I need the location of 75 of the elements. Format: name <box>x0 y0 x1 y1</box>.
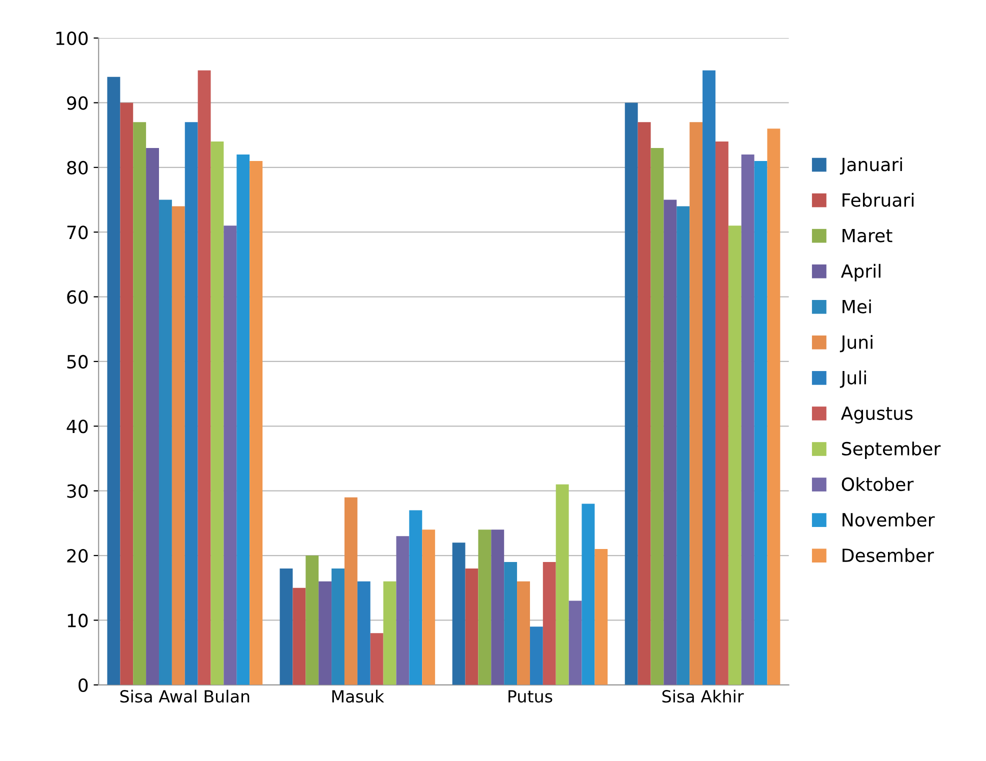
y-tick-label: 60 <box>67 290 88 304</box>
bar <box>107 76 120 685</box>
legend-label: Maret <box>842 228 892 242</box>
bar <box>530 626 543 685</box>
bar <box>556 484 569 685</box>
bar <box>582 504 595 685</box>
y-tick-label: 100 <box>56 32 88 46</box>
bar <box>452 542 466 685</box>
legend-label: September <box>842 442 941 460</box>
legend-label: Oktober <box>842 477 914 492</box>
bar <box>491 530 504 685</box>
bar <box>370 633 384 685</box>
bar <box>184 122 198 685</box>
bar <box>344 497 358 685</box>
y-tick-label: 40 <box>66 420 88 434</box>
bar <box>409 510 422 685</box>
bar <box>146 148 159 685</box>
x-tick-label: Masuk <box>332 690 384 703</box>
bar <box>594 549 608 685</box>
y-tick-label: 20 <box>67 548 88 563</box>
bar <box>250 160 263 685</box>
y-tick-label: 0 <box>78 678 88 692</box>
bar <box>357 581 370 685</box>
bar <box>210 142 224 685</box>
bar <box>465 568 478 685</box>
bar <box>542 562 556 685</box>
y-tick-label: 30 <box>67 484 88 498</box>
y-tick-label: 70 <box>67 226 88 240</box>
x-tick-label: Sisa Awal Bulan <box>120 690 250 703</box>
bar <box>158 200 172 685</box>
x-tick-label: Putus <box>508 690 552 703</box>
bar <box>332 568 344 685</box>
bar <box>767 128 780 685</box>
legend-label: November <box>842 512 935 527</box>
legend-label: Agustus <box>840 406 913 424</box>
x-tick-label: Sisa Akhir <box>662 690 744 703</box>
bar <box>224 226 237 685</box>
bar <box>702 70 716 685</box>
legend-label: Januari <box>840 157 902 175</box>
legend-label: Desember <box>842 548 934 562</box>
bar <box>422 530 436 685</box>
bar <box>624 102 638 685</box>
bar <box>741 154 754 685</box>
bar <box>664 200 677 685</box>
bar <box>236 154 250 685</box>
bar <box>517 581 530 685</box>
bar <box>568 600 582 685</box>
legend-label: April <box>840 264 880 282</box>
bar <box>676 206 690 685</box>
bar <box>478 530 492 685</box>
y-tick-label: 10 <box>68 614 88 628</box>
y-tick-label: 80 <box>67 160 88 175</box>
bar <box>715 142 728 685</box>
bar <box>396 536 410 685</box>
bar <box>172 206 185 685</box>
bar <box>133 122 146 685</box>
bar <box>306 556 319 685</box>
bar <box>754 160 768 685</box>
bar <box>650 148 664 685</box>
bar <box>120 102 134 685</box>
bar <box>728 226 742 685</box>
bar <box>292 588 306 685</box>
bar <box>638 122 651 685</box>
bar <box>690 122 703 685</box>
bar <box>383 581 396 685</box>
legend-label: Februari <box>842 192 914 207</box>
legend-label: Mei <box>842 299 871 314</box>
legend-label: Juli <box>840 370 866 388</box>
legend-label: Juni <box>840 334 872 352</box>
y-tick-label: 50 <box>67 354 88 369</box>
bar <box>504 562 518 685</box>
y-tick-label: 90 <box>67 96 88 110</box>
bar <box>318 581 332 685</box>
bar <box>198 70 211 685</box>
bar <box>280 568 293 685</box>
